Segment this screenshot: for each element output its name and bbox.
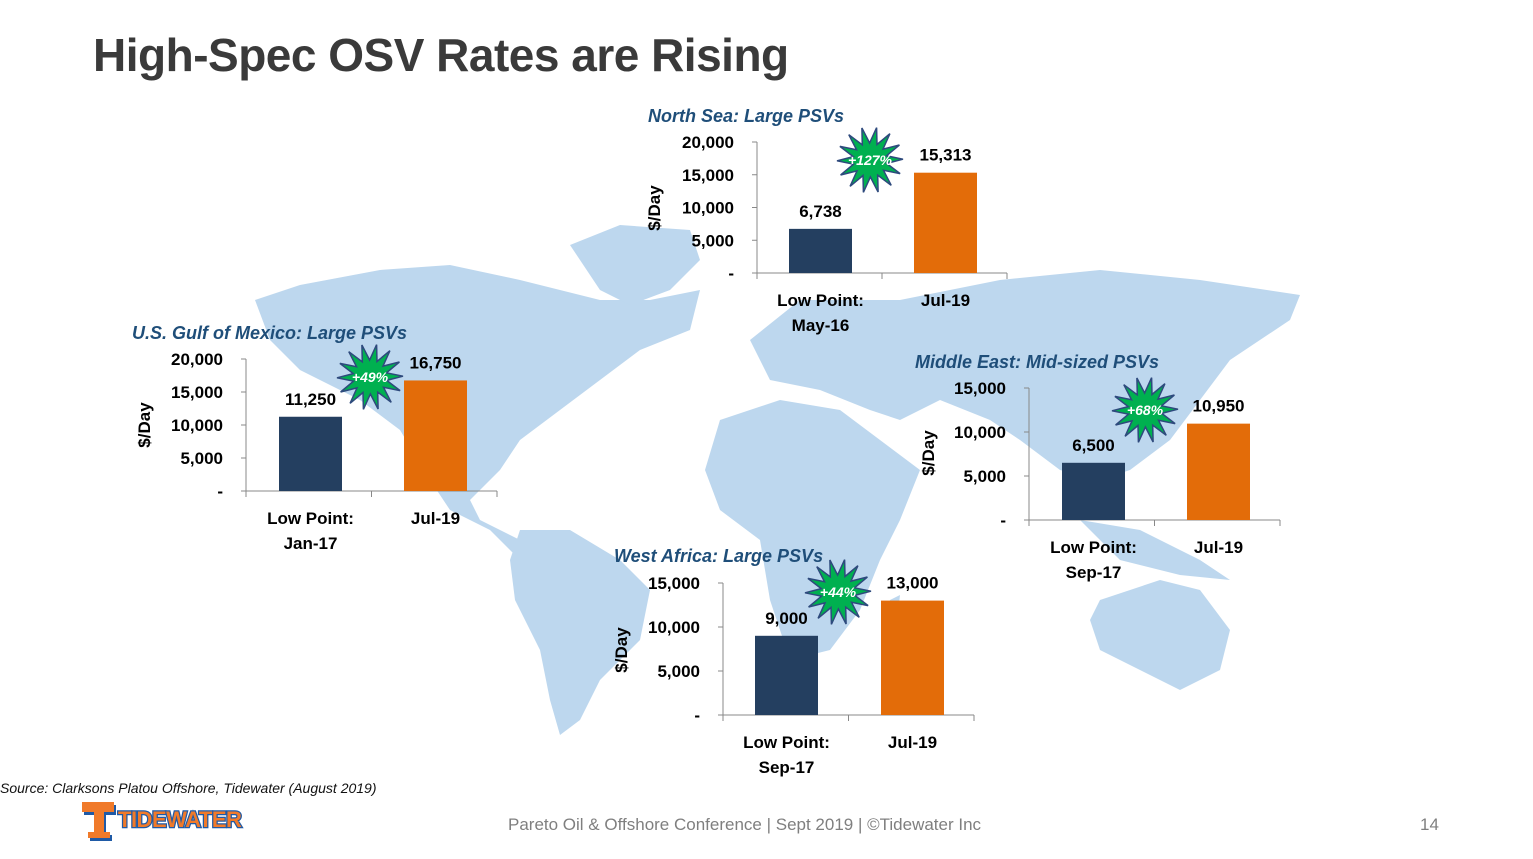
data-label: 15,313 xyxy=(920,146,972,165)
y-axis-label: $/Day xyxy=(645,185,664,231)
y-tick-label: 5,000 xyxy=(963,467,1006,486)
y-tick-label: - xyxy=(728,264,734,283)
tidewater-logo: TIDEWATER xyxy=(80,798,260,849)
map-north-america xyxy=(255,265,700,560)
category-label: Jul-19 xyxy=(411,509,460,528)
chart-title: U.S. Gulf of Mexico: Large PSVs xyxy=(132,323,407,343)
bar-current xyxy=(914,172,977,273)
change-percent: +68% xyxy=(1127,402,1164,418)
bar-low-point xyxy=(789,228,852,273)
data-label: 9,000 xyxy=(765,609,808,628)
page-number: 14 xyxy=(1420,815,1439,834)
starburst-icon xyxy=(336,344,404,410)
starburst-icon xyxy=(1111,377,1179,443)
bar-current xyxy=(881,600,944,715)
category-label: Low Point: xyxy=(1050,538,1137,557)
chart-gulf-of-mexico: U.S. Gulf of Mexico: Large PSVs $/Day - 5,0… xyxy=(132,323,498,553)
chart-north-sea: North Sea: Large PSVs $/Day - 5,000 10,000 15… xyxy=(645,106,1008,335)
map-australia xyxy=(1090,580,1230,690)
category-label: Sep-17 xyxy=(759,758,815,777)
y-tick-label: 10,000 xyxy=(682,199,734,218)
category-label: Low Point: xyxy=(743,733,830,752)
slide-title: High-Spec OSV Rates are Rising xyxy=(93,29,789,81)
y-tick-label: 20,000 xyxy=(171,350,223,369)
chart-title: North Sea: Large PSVs xyxy=(648,106,844,126)
footer-text: Pareto Oil & Offshore Conference | Sept … xyxy=(508,815,982,834)
bar-low-point xyxy=(1062,462,1125,520)
y-tick-label: 5,000 xyxy=(657,662,700,681)
category-label: Low Point: xyxy=(267,509,354,528)
data-label: 6,500 xyxy=(1072,436,1115,455)
category-label: Sep-17 xyxy=(1066,563,1122,582)
y-tick-label: 5,000 xyxy=(691,231,734,250)
y-tick-label: 20,000 xyxy=(682,133,734,152)
charts-layer: North Sea: Large PSVs $/Day - 5,000 10,000 15… xyxy=(132,106,1281,777)
y-axis-label: $/Day xyxy=(135,402,154,448)
y-axis-label: $/Day xyxy=(612,627,631,673)
bar-current xyxy=(404,380,467,491)
chart-title: Middle East: Mid-sized PSVs xyxy=(915,352,1159,372)
category-label: Low Point: xyxy=(777,291,864,310)
y-tick-label: - xyxy=(217,482,223,501)
data-label: 11,250 xyxy=(285,390,336,409)
map-south-america xyxy=(510,530,650,735)
starburst-icon xyxy=(836,127,904,193)
chart-west-africa: West Africa: Large PSVs $/Day - 5,000 10,000… xyxy=(612,546,975,777)
chart-middle-east: Middle East: Mid-sized PSVs $/Day - 5,000 10… xyxy=(915,352,1281,582)
bar-current xyxy=(1187,423,1250,520)
chart-title: West Africa: Large PSVs xyxy=(614,546,823,566)
y-tick-label: 10,000 xyxy=(648,618,700,637)
source-note: Source: Clarksons Platou Offshore, Tidew… xyxy=(0,780,377,796)
y-tick-label: - xyxy=(1000,511,1006,530)
category-label: Jan-17 xyxy=(284,534,338,553)
y-tick-label: 15,000 xyxy=(171,383,223,402)
bar-low-point xyxy=(755,635,818,715)
y-tick-label: 15,000 xyxy=(682,166,734,185)
y-tick-label: 15,000 xyxy=(954,379,1006,398)
change-percent: +49% xyxy=(352,369,389,385)
data-label: 6,738 xyxy=(799,202,842,221)
bar-low-point xyxy=(279,416,342,491)
change-badge: +68% xyxy=(1111,377,1179,443)
y-tick-label: 10,000 xyxy=(171,416,223,435)
logo-t-icon xyxy=(82,802,114,838)
map-greenland xyxy=(570,225,700,305)
y-tick-label: 5,000 xyxy=(180,449,223,468)
y-tick-label: 10,000 xyxy=(954,423,1006,442)
starburst-icon xyxy=(804,559,872,625)
change-badge: +49% xyxy=(336,344,404,410)
category-label: Jul-19 xyxy=(1194,538,1243,557)
y-tick-label: 15,000 xyxy=(648,574,700,593)
change-badge: +44% xyxy=(804,559,872,625)
logo-wordmark: TIDEWATER xyxy=(118,807,242,832)
data-label: 13,000 xyxy=(887,574,939,593)
data-label: 16,750 xyxy=(410,353,462,372)
category-label: Jul-19 xyxy=(921,291,970,310)
change-percent: +44% xyxy=(820,584,857,600)
map-africa xyxy=(705,400,920,660)
y-tick-label: - xyxy=(694,706,700,725)
change-badge: +127% xyxy=(836,127,904,193)
category-label: May-16 xyxy=(792,316,850,335)
y-axis-label: $/Day xyxy=(919,430,938,476)
map-southeast-asia xyxy=(1080,520,1230,580)
data-label: 10,950 xyxy=(1193,397,1245,416)
change-percent: +127% xyxy=(848,152,893,168)
category-label: Jul-19 xyxy=(888,733,937,752)
